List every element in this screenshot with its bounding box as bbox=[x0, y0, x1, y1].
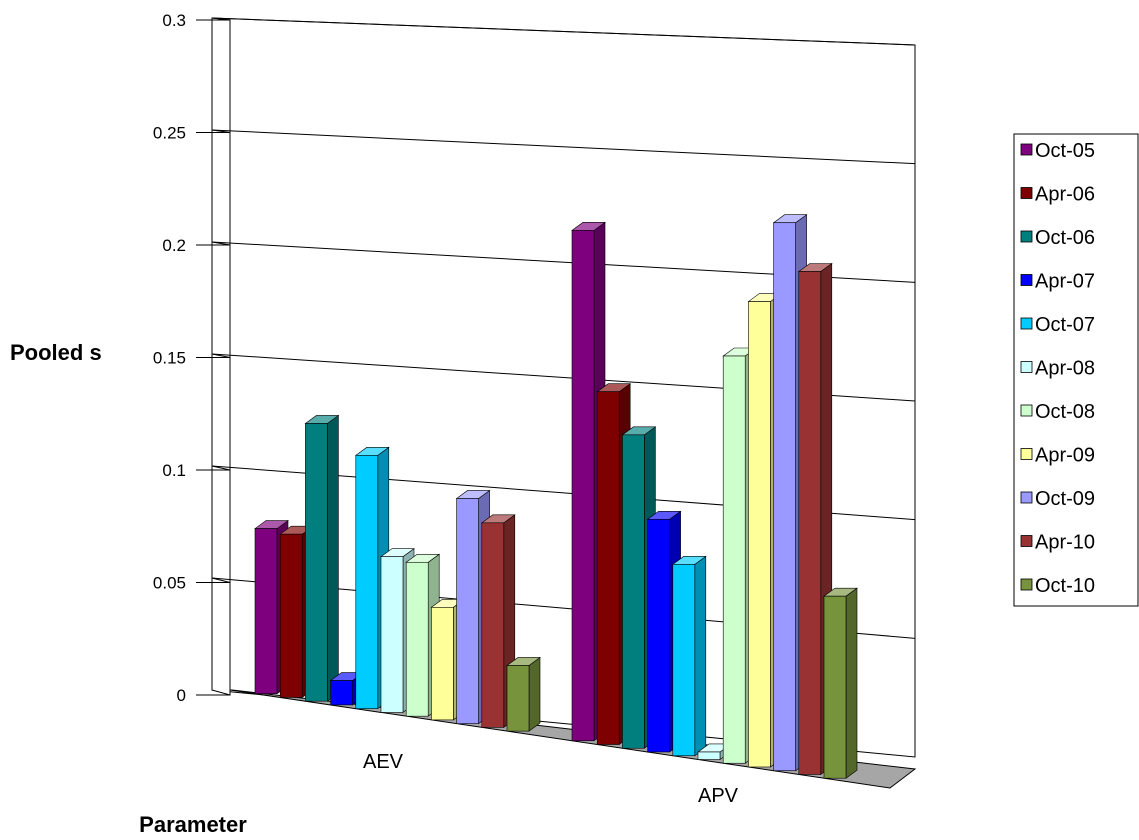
bar-front bbox=[481, 522, 505, 728]
bar-front bbox=[672, 564, 696, 757]
gridline-side bbox=[211, 353, 231, 358]
bar bbox=[671, 555, 707, 757]
legend-swatch bbox=[1020, 274, 1033, 286]
bar-front bbox=[380, 556, 404, 713]
legend-box bbox=[1013, 133, 1139, 607]
bar-front bbox=[571, 230, 595, 742]
legend-swatch bbox=[1020, 143, 1033, 156]
bar-front bbox=[697, 751, 721, 760]
legend-swatch bbox=[1020, 535, 1033, 547]
gridline bbox=[211, 129, 916, 165]
bar bbox=[823, 587, 858, 779]
y-tick-label: 0.1 bbox=[162, 461, 186, 480]
bar-front bbox=[456, 498, 479, 724]
y-tick-label: 0 bbox=[177, 686, 186, 705]
gridline-side bbox=[211, 465, 231, 471]
gridline-side bbox=[211, 577, 231, 583]
bar-front bbox=[305, 423, 328, 702]
legend-label: Apr-07 bbox=[1035, 271, 1095, 293]
x-category-label: APV bbox=[698, 785, 739, 807]
legend-swatch bbox=[1020, 187, 1033, 199]
bar-front bbox=[405, 561, 429, 717]
x-axis-title: Parameter bbox=[139, 812, 247, 837]
bar bbox=[506, 656, 541, 732]
y-axis-title: Pooled s bbox=[10, 340, 102, 365]
bar-front bbox=[622, 434, 645, 749]
bar bbox=[480, 514, 516, 728]
bar-front bbox=[254, 528, 278, 695]
bar-front bbox=[773, 222, 796, 772]
legend-swatch bbox=[1020, 448, 1033, 460]
legend-swatch bbox=[1020, 230, 1033, 243]
legend-swatch bbox=[1020, 361, 1033, 373]
x-axis-categories: AEV APV bbox=[363, 751, 739, 807]
legend-label: Apr-06 bbox=[1035, 184, 1095, 206]
bar-side bbox=[528, 656, 541, 732]
y-tick-label: 0.2 bbox=[162, 236, 186, 255]
legend-swatch bbox=[1020, 404, 1033, 417]
legend-label: Oct-10 bbox=[1035, 575, 1095, 597]
bar-front bbox=[748, 301, 771, 768]
gridline bbox=[211, 17, 916, 46]
bar-front bbox=[431, 607, 454, 721]
bar bbox=[304, 414, 340, 702]
y-axis-ticks: 0 0.05 0.1 0.15 0.2 0.25 0.3 bbox=[153, 11, 230, 705]
bar-side bbox=[845, 587, 858, 779]
bar-side bbox=[327, 414, 339, 702]
bar-front bbox=[330, 680, 353, 706]
y-tick-label: 0.05 bbox=[153, 574, 186, 593]
y-tick-label: 0.25 bbox=[153, 124, 186, 143]
y-tick-label: 0.3 bbox=[162, 11, 186, 30]
bars bbox=[254, 214, 858, 779]
bar-side bbox=[694, 555, 707, 757]
bar-front bbox=[506, 665, 530, 732]
bar-front bbox=[355, 455, 379, 709]
legend-swatch bbox=[1020, 317, 1033, 330]
legend-label: Oct-07 bbox=[1035, 314, 1095, 336]
y-tick-label: 0.15 bbox=[153, 349, 186, 368]
bar-front bbox=[722, 355, 746, 764]
bar-front bbox=[798, 271, 822, 775]
bar bbox=[797, 262, 833, 776]
bar-front bbox=[823, 595, 847, 779]
legend-swatch bbox=[1020, 578, 1033, 591]
x-category-label: AEV bbox=[363, 751, 404, 773]
bar-front bbox=[279, 533, 303, 698]
legend: Oct-05 Apr-06 Oct-06 Apr-07 Oct-07 Apr-08 Oct-… bbox=[1013, 133, 1139, 607]
legend-label: Apr-08 bbox=[1035, 358, 1095, 380]
legend-label: Oct-06 bbox=[1035, 227, 1095, 249]
legend-label: Oct-05 bbox=[1035, 140, 1095, 162]
bar bbox=[772, 214, 808, 772]
legend-swatch bbox=[1020, 491, 1033, 504]
bar-front bbox=[647, 519, 670, 753]
legend-label: Oct-08 bbox=[1035, 401, 1095, 423]
legend-label: Apr-09 bbox=[1035, 445, 1095, 467]
bar-front bbox=[596, 391, 620, 745]
legend-label: Apr-10 bbox=[1035, 532, 1095, 554]
legend-label: Oct-09 bbox=[1035, 488, 1095, 510]
